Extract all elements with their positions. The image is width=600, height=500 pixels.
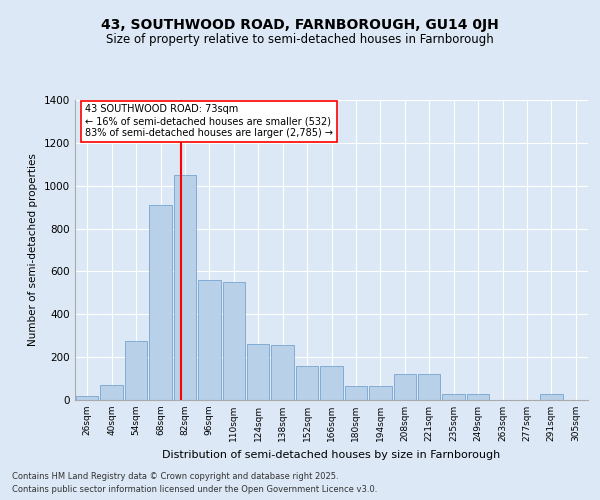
Bar xyxy=(296,366,319,400)
Bar xyxy=(394,374,416,400)
Bar xyxy=(247,344,269,400)
Text: 43 SOUTHWOOD ROAD: 73sqm
← 16% of semi-detached houses are smaller (532)
83% of : 43 SOUTHWOOD ROAD: 73sqm ← 16% of semi-d… xyxy=(85,104,333,138)
Bar xyxy=(100,385,123,400)
Bar xyxy=(223,282,245,400)
Text: 43, SOUTHWOOD ROAD, FARNBOROUGH, GU14 0JH: 43, SOUTHWOOD ROAD, FARNBOROUGH, GU14 0J… xyxy=(101,18,499,32)
Bar xyxy=(320,366,343,400)
Bar xyxy=(149,205,172,400)
Text: Contains public sector information licensed under the Open Government Licence v3: Contains public sector information licen… xyxy=(12,485,377,494)
Bar xyxy=(442,394,465,400)
Bar xyxy=(467,394,490,400)
Y-axis label: Number of semi-detached properties: Number of semi-detached properties xyxy=(28,154,38,346)
Text: Contains HM Land Registry data © Crown copyright and database right 2025.: Contains HM Land Registry data © Crown c… xyxy=(12,472,338,481)
Bar xyxy=(344,386,367,400)
Bar xyxy=(271,346,294,400)
X-axis label: Distribution of semi-detached houses by size in Farnborough: Distribution of semi-detached houses by … xyxy=(163,450,500,460)
Bar xyxy=(369,386,392,400)
Bar xyxy=(540,394,563,400)
Text: Size of property relative to semi-detached houses in Farnborough: Size of property relative to semi-detach… xyxy=(106,32,494,46)
Bar xyxy=(198,280,221,400)
Bar xyxy=(418,374,440,400)
Bar xyxy=(173,175,196,400)
Bar xyxy=(76,396,98,400)
Bar xyxy=(125,341,148,400)
